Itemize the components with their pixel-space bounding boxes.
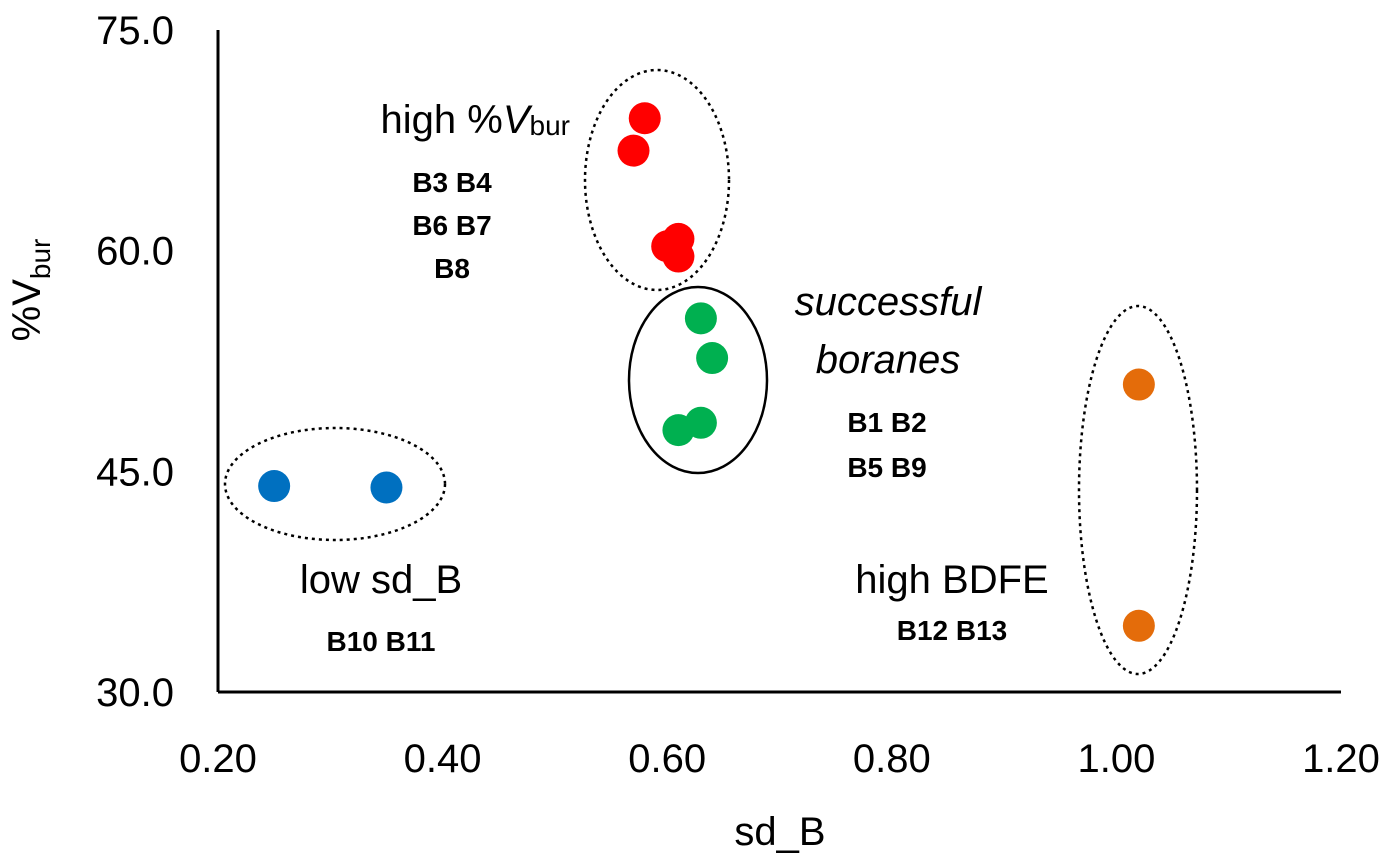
y-axis-label-main: %V [5, 279, 49, 342]
low-sdb-cluster-ellipse [223, 426, 447, 542]
x-tick-label: 1.00 [1077, 737, 1155, 781]
high-vbur-members-3: B8 [434, 253, 470, 284]
y-tick-label: 60.0 [96, 230, 174, 274]
high-vbur-label-italic: V [503, 98, 533, 142]
successful-label-line-1: successful [795, 280, 983, 324]
x-tick-label: 1.20 [1302, 737, 1380, 781]
y-tick-labels: 30.0 45.0 60.0 75.0 [96, 9, 174, 715]
high-bdfe-label: high BDFE [855, 558, 1048, 602]
high-vbur-label: high %Vbur [381, 98, 570, 142]
data-point [662, 414, 695, 447]
low-sdb-members: B10 B11 [327, 626, 436, 657]
x-axis-label: sd_B [734, 810, 825, 854]
low-sdb-label: low sd_B [300, 558, 462, 602]
y-tick-label: 30.0 [96, 671, 174, 715]
y-axis-label: %Vbur [5, 239, 56, 342]
high-vbur-members-1: B3 B4 [412, 167, 492, 198]
high-vbur-label-sub: bur [530, 110, 570, 141]
data-point [662, 240, 695, 273]
y-tick-label: 45.0 [96, 450, 174, 494]
high-bdfe-cluster-ellipse [1077, 304, 1199, 676]
high-vbur-cluster-ellipse [583, 68, 731, 292]
data-points [258, 102, 1155, 642]
data-point [696, 342, 729, 375]
data-point [617, 134, 650, 167]
x-tick-label: 0.40 [404, 737, 482, 781]
y-axis-label-sub: bur [25, 239, 56, 279]
y-tick-label: 75.0 [96, 9, 174, 53]
x-tick-labels: 0.20 0.40 0.60 0.80 1.00 1.20 [179, 737, 1380, 781]
high-vbur-members-2: B6 B7 [412, 210, 491, 241]
high-bdfe-members: B12 B13 [897, 615, 1008, 646]
x-tick-label: 0.20 [179, 737, 257, 781]
data-point [684, 302, 717, 335]
x-tick-label: 0.80 [853, 737, 931, 781]
data-point [628, 102, 661, 135]
data-point [1122, 609, 1155, 642]
successful-members-1: B1 B2 [847, 407, 926, 438]
successful-cluster-ellipse [627, 285, 769, 475]
x-tick-label: 0.60 [628, 737, 706, 781]
successful-members-2: B5 B9 [847, 452, 926, 483]
data-point [1122, 368, 1155, 401]
high-vbur-label-prefix: high % [381, 98, 503, 142]
successful-label-line-2: boranes [816, 338, 961, 382]
data-point [370, 471, 403, 504]
data-point [258, 470, 291, 503]
